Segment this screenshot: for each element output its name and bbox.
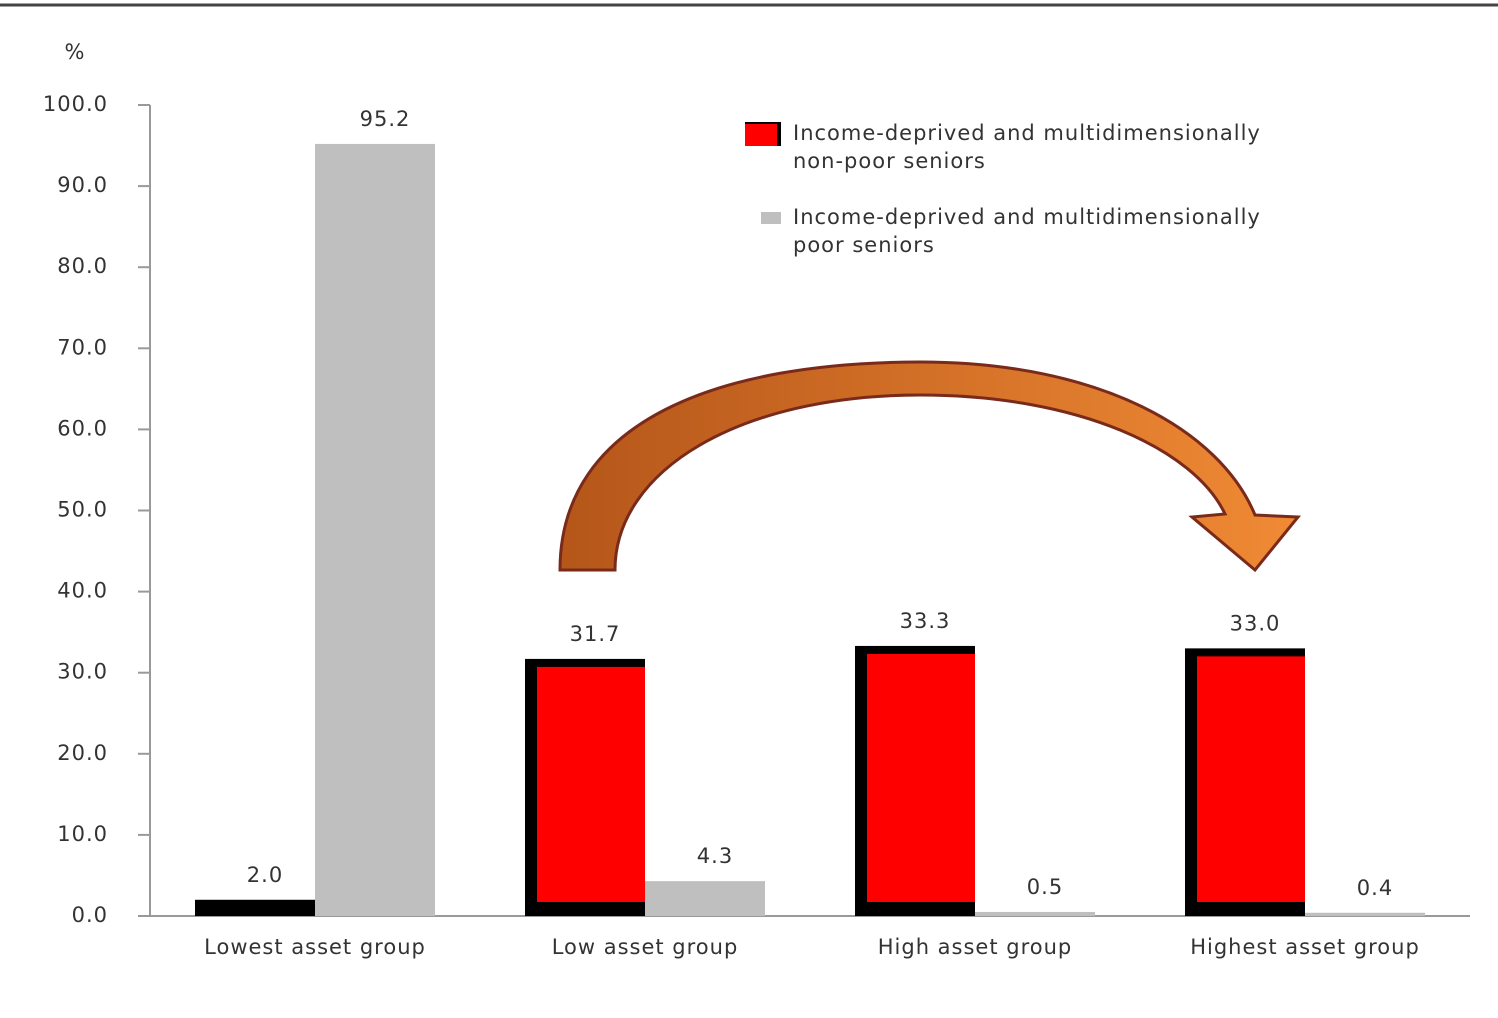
legend-label: Income-deprived and multidimensionally po… — [793, 205, 1261, 257]
y-tick-label: 80.0 — [57, 254, 108, 278]
bar — [1197, 656, 1305, 902]
y-tick-label: 50.0 — [57, 498, 108, 522]
x-tick-label: Highest asset group — [1190, 935, 1420, 959]
x-tick-label: Low asset group — [552, 935, 739, 959]
bar — [315, 143, 435, 917]
bar — [1305, 912, 1425, 916]
value-label: 95.2 — [360, 107, 411, 131]
value-label: 4.3 — [697, 844, 733, 868]
arrow — [558, 360, 1302, 573]
y-tick-label: 30.0 — [57, 660, 108, 684]
y-tick-label: 60.0 — [57, 416, 108, 440]
bar — [537, 666, 645, 902]
bar — [867, 653, 975, 902]
y-tick-label: 100.0 — [43, 92, 108, 116]
bar — [975, 911, 1095, 916]
value-label: 31.7 — [570, 622, 621, 646]
legend-swatch — [761, 212, 781, 224]
value-label: 0.4 — [1357, 876, 1393, 900]
y-tick-label: 90.0 — [57, 173, 108, 197]
legend-label: Income-deprived and multidimensionally no… — [793, 121, 1261, 173]
x-tick-label: Lowest asset group — [204, 935, 426, 959]
x-tick-label: High asset group — [878, 935, 1073, 959]
legend-swatch — [745, 124, 777, 146]
y-tick-label: 70.0 — [57, 335, 108, 359]
y-tick-label: 20.0 — [57, 741, 108, 765]
y-axis-label: % — [65, 40, 86, 64]
value-label: 33.3 — [900, 609, 951, 633]
y-tick-label: 10.0 — [57, 822, 108, 846]
bar — [645, 881, 765, 916]
value-label: 33.0 — [1230, 611, 1281, 635]
y-tick-label: 40.0 — [57, 579, 108, 603]
value-label: 0.5 — [1027, 875, 1063, 899]
y-tick-label: 0.0 — [72, 903, 108, 927]
value-label: 2.0 — [247, 863, 283, 887]
bar-edge — [195, 899, 315, 916]
